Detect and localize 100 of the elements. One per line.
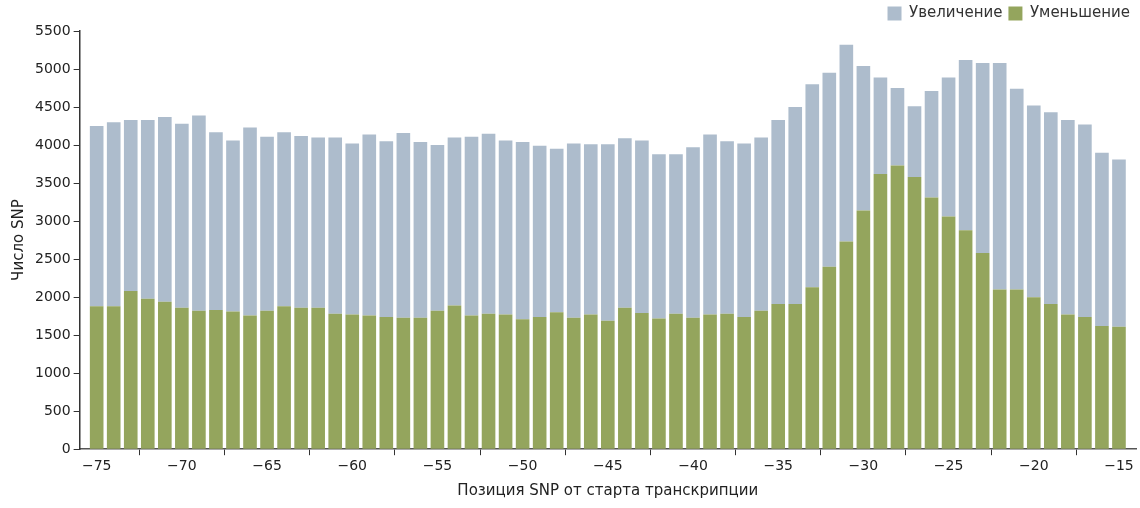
bar <box>396 317 411 449</box>
bar <box>89 306 104 449</box>
y-tick-label: 3500 <box>34 173 71 190</box>
x-tick-label: −20 <box>1019 457 1049 474</box>
bar <box>413 317 428 449</box>
bar <box>106 122 121 307</box>
bar <box>158 116 172 302</box>
bar <box>1009 289 1024 449</box>
bar <box>907 176 922 449</box>
bar <box>1026 105 1041 298</box>
bar <box>140 119 155 299</box>
bar <box>123 291 138 449</box>
bar <box>652 318 666 449</box>
bar <box>379 316 394 449</box>
x-tick-label: −50 <box>507 457 538 474</box>
x-tick-label: −75 <box>81 457 112 474</box>
bar <box>106 306 121 449</box>
x-tick-label: −55 <box>422 457 453 474</box>
bar <box>601 320 615 449</box>
bar <box>515 319 530 449</box>
bar <box>686 147 700 318</box>
bar <box>1112 326 1126 449</box>
bar <box>839 44 854 242</box>
bar <box>243 127 257 316</box>
bar <box>873 173 888 449</box>
y-tick-label: 3000 <box>34 211 71 228</box>
bar <box>771 119 786 304</box>
x-tick-label: −25 <box>933 457 964 474</box>
bar <box>1043 303 1058 449</box>
bar <box>413 142 428 318</box>
bar <box>907 106 922 177</box>
bar <box>277 132 291 307</box>
x-axis-title: Позиция SNP от старта транскрипции <box>457 480 759 499</box>
bar <box>992 62 1007 290</box>
bar <box>856 210 871 449</box>
legend-label: Уменьшение <box>1029 3 1131 22</box>
bar <box>549 312 564 449</box>
bar <box>1043 112 1058 304</box>
bar <box>464 136 479 316</box>
bar <box>618 307 632 449</box>
y-tick-label: 5500 <box>34 21 71 38</box>
bar <box>958 59 973 231</box>
bar <box>941 77 956 217</box>
y-tick-label: 500 <box>43 401 71 418</box>
bar <box>873 77 888 174</box>
bar <box>498 140 513 315</box>
bar <box>856 65 871 211</box>
bar <box>464 315 479 449</box>
bar <box>89 126 104 307</box>
bar <box>243 315 257 449</box>
x-tick-label: −15 <box>1104 457 1134 474</box>
y-tick-label: 4000 <box>34 135 71 152</box>
bar <box>260 310 274 449</box>
bar <box>703 134 717 315</box>
bar <box>924 91 939 198</box>
bar <box>601 144 615 321</box>
bar <box>345 314 360 449</box>
bar <box>805 84 820 288</box>
bar <box>481 133 496 314</box>
bar <box>669 313 683 449</box>
bar <box>175 307 189 449</box>
bar <box>175 123 189 308</box>
bar <box>1061 119 1075 315</box>
bar <box>754 137 768 311</box>
bar <box>532 145 547 317</box>
bar <box>396 132 411 318</box>
bar <box>328 137 343 314</box>
bar <box>209 132 223 311</box>
bar <box>975 62 990 254</box>
x-tick-label: −65 <box>252 457 282 474</box>
legend-label: Увеличение <box>909 3 1003 22</box>
bar <box>890 165 905 449</box>
bar <box>992 289 1007 449</box>
bar <box>1009 88 1024 290</box>
bar <box>311 137 325 308</box>
bar <box>686 317 700 449</box>
bar <box>635 313 649 449</box>
bar <box>430 310 445 449</box>
bar <box>447 137 462 306</box>
bar <box>140 298 155 449</box>
bar <box>583 314 598 449</box>
y-axis-title: Число SNP <box>8 199 27 281</box>
bar <box>822 266 837 449</box>
bar <box>515 142 530 320</box>
bar <box>703 314 717 449</box>
bar <box>447 305 462 449</box>
y-tick-label: 5000 <box>34 59 71 76</box>
bar <box>1078 316 1092 449</box>
bar <box>737 316 751 449</box>
bar <box>260 136 274 311</box>
bar <box>328 313 343 449</box>
bar <box>226 140 240 312</box>
bar <box>958 230 973 449</box>
bar <box>924 197 939 449</box>
y-tick-label: 2000 <box>34 287 71 304</box>
bar <box>669 154 683 314</box>
bar <box>1026 297 1041 449</box>
bar <box>566 317 581 449</box>
y-tick-label: 1000 <box>34 363 71 380</box>
bar <box>226 311 240 449</box>
